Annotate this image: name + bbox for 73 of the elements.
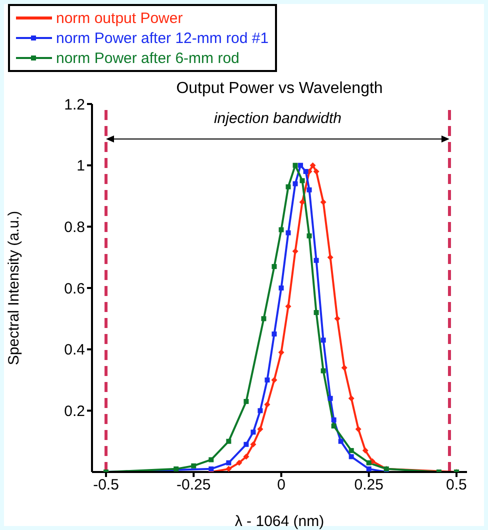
point	[306, 187, 312, 192]
y-tick-label: 0.8	[64, 218, 85, 236]
y-tick-label: 0.6	[64, 280, 85, 298]
point	[243, 454, 250, 460]
point	[250, 430, 256, 435]
legend-label: norm output Power	[56, 10, 183, 26]
point	[366, 460, 372, 466]
point	[226, 438, 232, 444]
point	[292, 248, 298, 254]
annotation: injection bandwidth	[212, 110, 343, 127]
x-tick-label: 0.25	[354, 476, 384, 494]
point	[250, 441, 256, 448]
point	[257, 426, 264, 432]
point	[244, 398, 249, 404]
point	[310, 162, 316, 168]
point	[320, 368, 326, 374]
point	[208, 457, 214, 462]
legend-label: norm Power after 6-mm rod	[56, 50, 240, 66]
y-tick-label: 0.2	[64, 402, 85, 420]
point	[362, 448, 368, 454]
point	[191, 463, 196, 468]
point	[320, 338, 326, 343]
point	[348, 395, 354, 402]
point	[292, 181, 298, 186]
y-tick-label: 1.2	[64, 96, 85, 114]
point	[299, 199, 306, 206]
chart-title: Output Power vs Wavelength	[175, 80, 384, 98]
point	[366, 466, 372, 472]
point	[314, 258, 319, 263]
point	[244, 442, 249, 447]
x-tick-label: -0.25	[176, 476, 211, 494]
point	[278, 286, 284, 290]
point	[271, 377, 278, 383]
legend-label: norm Power after 12-mm rod #1	[56, 30, 269, 46]
x-axis-title: λ - 1064 (nm)	[234, 513, 324, 530]
point	[258, 408, 263, 414]
x-tick-label: 0.5	[446, 476, 467, 494]
point	[338, 438, 344, 444]
point	[355, 426, 362, 432]
point	[286, 184, 291, 190]
point	[278, 349, 284, 356]
point	[331, 417, 336, 422]
point	[272, 332, 277, 336]
point	[348, 448, 354, 454]
x-tick-label: 0	[277, 476, 286, 494]
point	[292, 162, 298, 168]
y-tick-label: 1	[76, 158, 85, 175]
point	[226, 466, 232, 472]
point	[320, 199, 326, 206]
point	[306, 233, 312, 238]
point	[314, 310, 319, 316]
x-tick-label: -0.5	[93, 476, 119, 494]
point	[300, 178, 305, 184]
point	[285, 303, 292, 310]
point	[208, 466, 214, 472]
point	[264, 402, 270, 408]
point	[264, 378, 270, 382]
point	[236, 460, 242, 466]
point	[261, 316, 266, 322]
point	[298, 162, 304, 168]
point	[328, 396, 333, 401]
point	[286, 230, 291, 236]
point	[272, 264, 277, 270]
point	[334, 316, 340, 322]
y-axis-title: Spectral Intensity (a.u.)	[6, 210, 22, 366]
point	[331, 424, 336, 428]
point	[348, 454, 354, 460]
point	[303, 168, 308, 174]
point	[278, 227, 284, 232]
y-tick-label: 0.4	[64, 342, 85, 359]
point	[226, 460, 232, 466]
point	[174, 466, 179, 472]
point	[313, 168, 320, 174]
